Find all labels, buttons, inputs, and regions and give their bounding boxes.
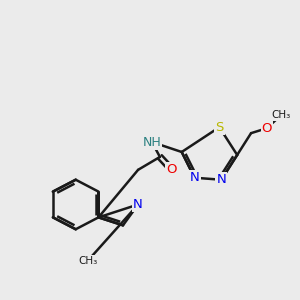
- Text: CH₃: CH₃: [271, 110, 290, 120]
- Text: N: N: [133, 198, 143, 211]
- Text: NH: NH: [142, 136, 161, 148]
- Text: O: O: [262, 122, 272, 135]
- Text: CH₃: CH₃: [78, 256, 97, 266]
- Text: O: O: [167, 163, 177, 176]
- Text: N: N: [190, 171, 200, 184]
- Text: N: N: [217, 173, 226, 186]
- Text: S: S: [215, 121, 224, 134]
